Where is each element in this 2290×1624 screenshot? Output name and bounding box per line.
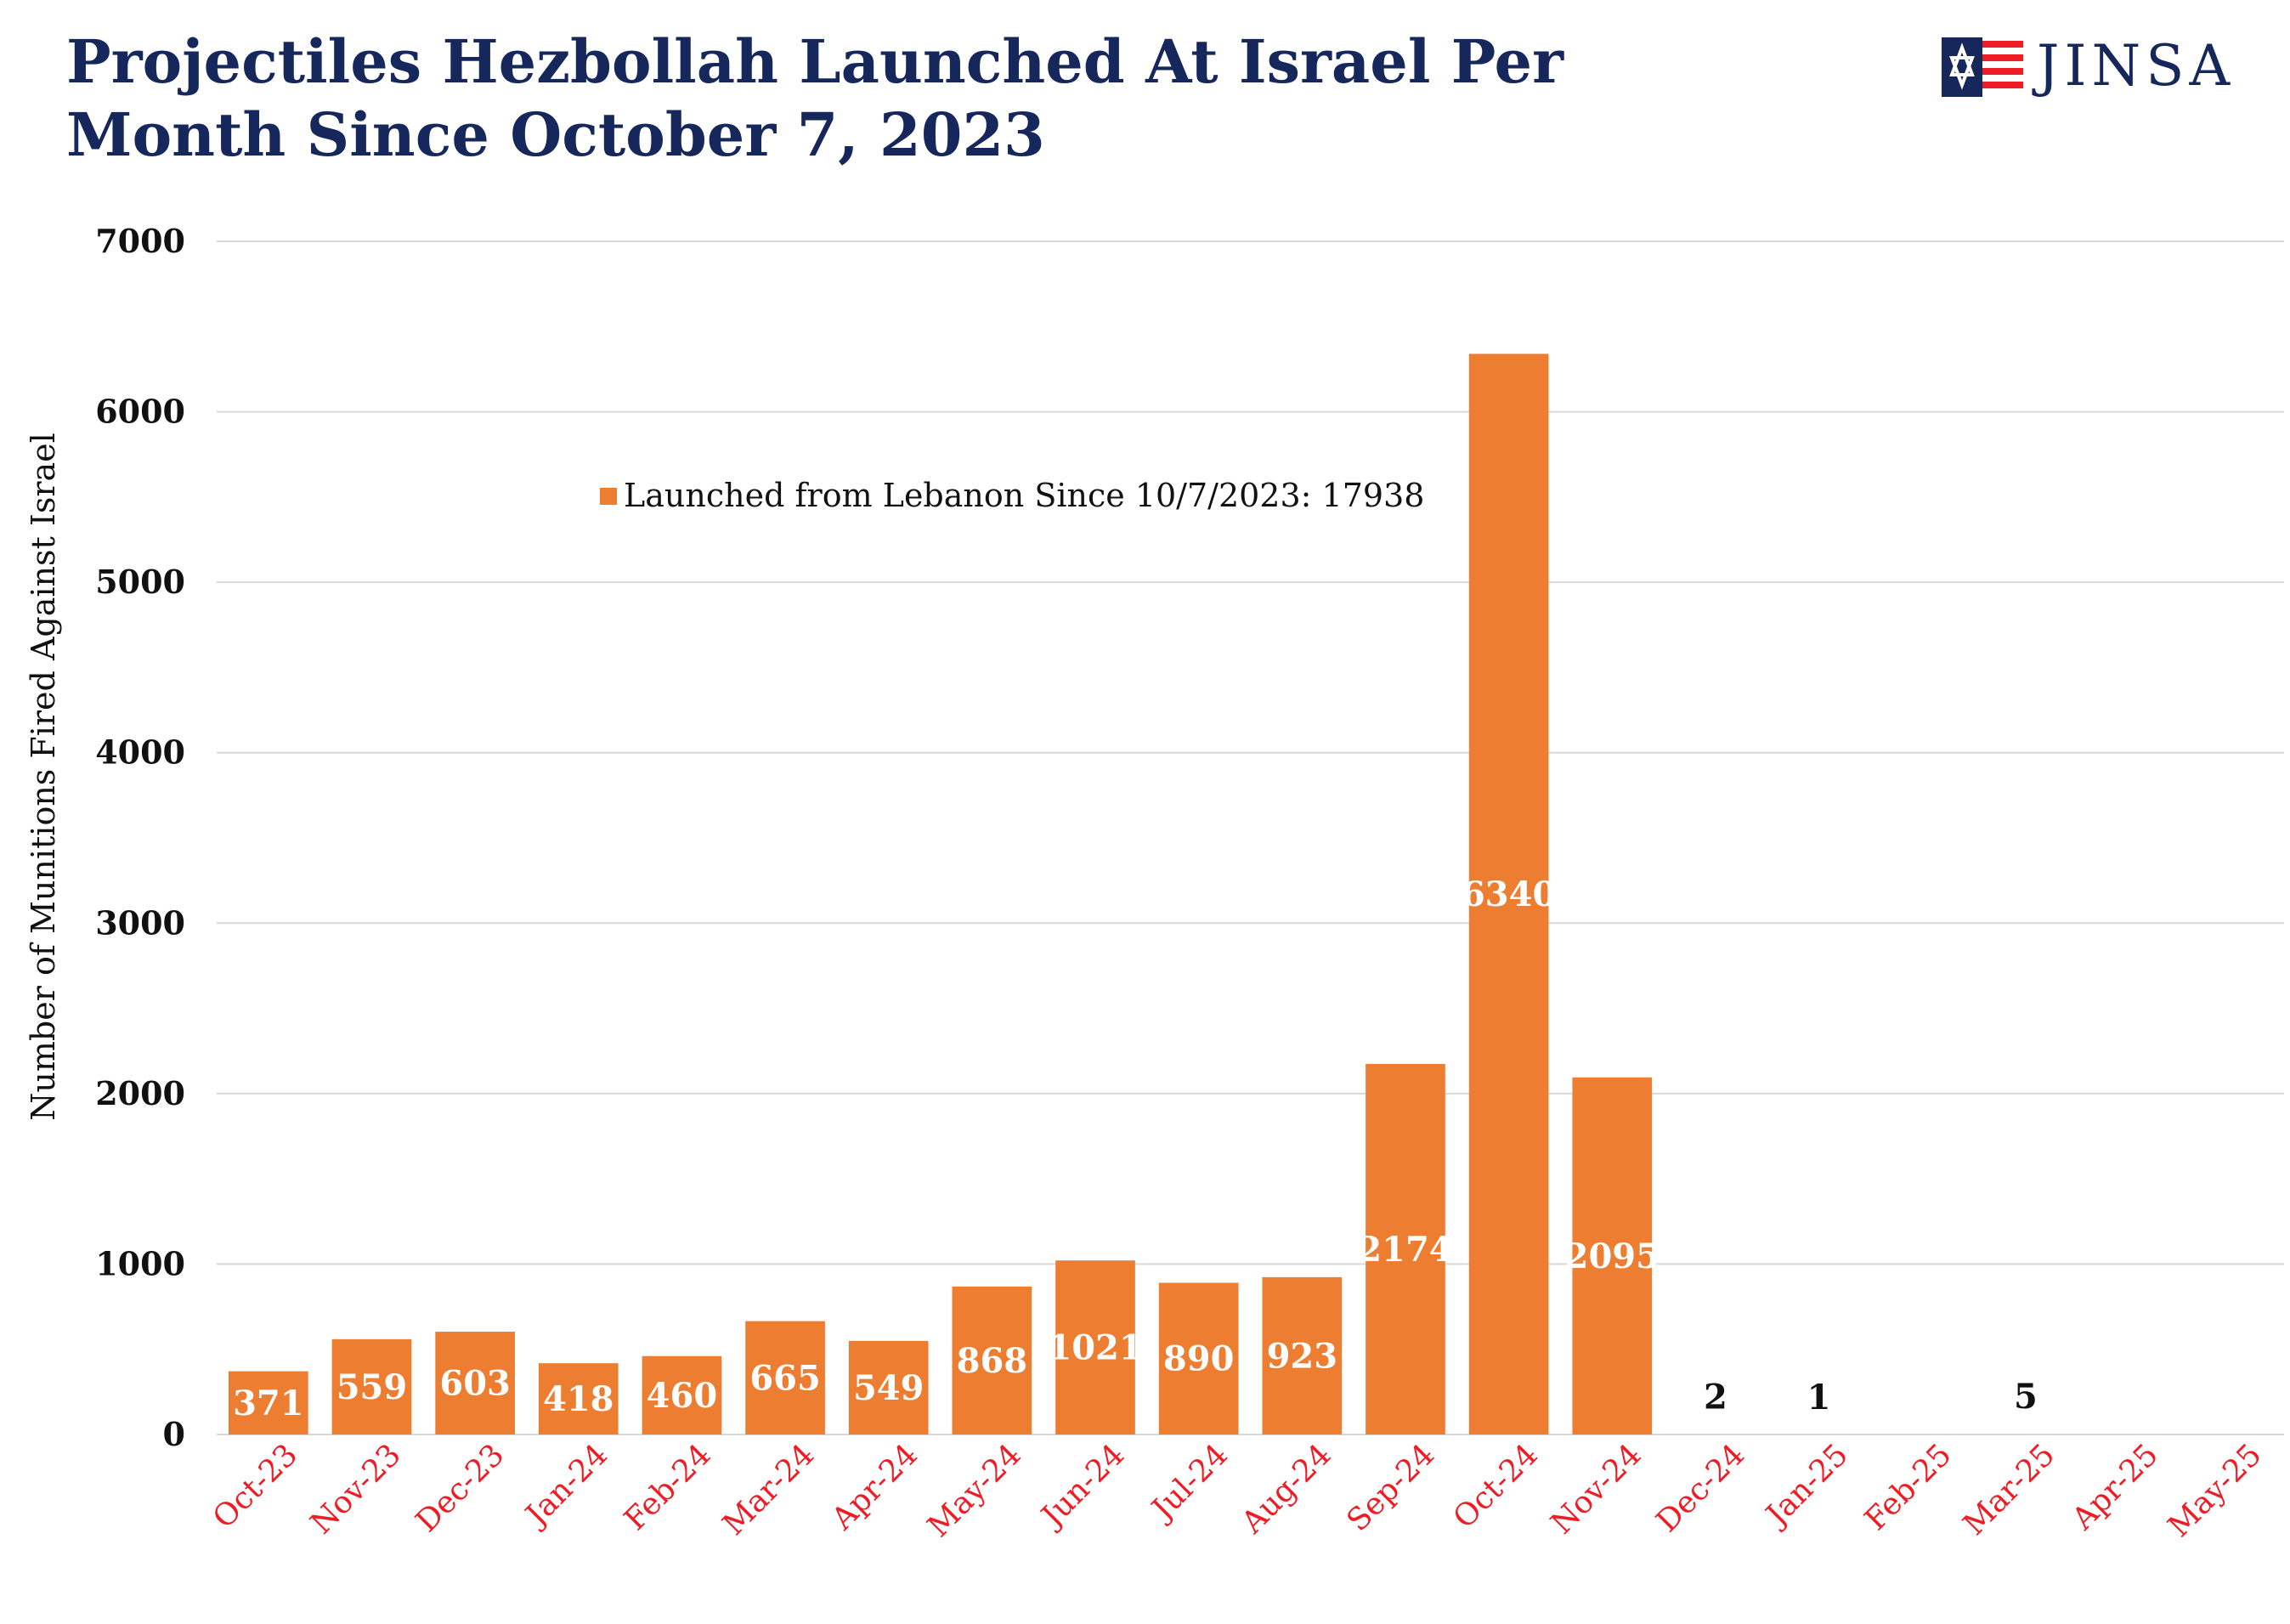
logo-text: JINSA: [2037, 33, 2236, 99]
x-tick-label: Dec-24: [1650, 1437, 1752, 1539]
bar-data-label: 1: [1807, 1378, 1831, 1417]
bar: [538, 1363, 619, 1434]
x-tick-label: Jan-25: [1757, 1437, 1855, 1535]
x-tick-label: Aug-24: [1235, 1437, 1338, 1541]
x-tick-label: Oct-23: [206, 1437, 304, 1535]
bar-data-label: 2095: [1565, 1236, 1660, 1276]
bar: [1366, 1063, 1445, 1434]
bar-data-label: 868: [957, 1341, 1028, 1381]
x-tick-label: Feb-25: [1858, 1437, 1959, 1537]
bar: [1468, 354, 1549, 1434]
y-axis-title: Number of Munitions Fired Against Israel: [25, 433, 62, 1121]
bar-data-label: 549: [853, 1368, 924, 1408]
x-tick-label: Jul-24: [1143, 1437, 1235, 1529]
bar-data-label: 6340: [1462, 874, 1556, 914]
y-tick-label: 2000: [95, 1074, 185, 1112]
y-tick-label: 3000: [95, 903, 185, 942]
bar: [745, 1321, 825, 1434]
bar-data-label: 2: [1704, 1378, 1727, 1417]
y-tick-label: 7000: [95, 222, 185, 260]
y-tick-label: 1000: [95, 1244, 185, 1282]
x-tick-label: Apr-24: [825, 1437, 925, 1537]
bar-data-label: 559: [336, 1367, 408, 1407]
bar: [848, 1340, 929, 1434]
bar-data-labels: 371 559 603 418 460 665 549 868 1021 890 923 2174 63…: [233, 874, 2038, 1423]
bar: [1055, 1260, 1135, 1434]
bar: [952, 1286, 1032, 1434]
legend-label: Launched from Lebanon Since 10/7/2023: 1…: [624, 477, 1424, 514]
x-tick-label: Nov-23: [304, 1437, 408, 1541]
x-tick-label: Oct-24: [1447, 1437, 1545, 1535]
bar: [1262, 1276, 1343, 1434]
bar-data-label: 371: [233, 1384, 304, 1423]
gridlines: [217, 240, 2284, 1435]
legend: Launched from Lebanon Since 10/7/2023: 1…: [600, 477, 1424, 514]
x-tick-label: Nov-24: [1545, 1437, 1648, 1541]
x-tick-label: May-25: [2162, 1437, 2269, 1544]
x-tick-label: Jan-24: [517, 1437, 615, 1535]
x-tick-label: Dec-23: [410, 1437, 512, 1539]
y-axis-ticks: 0 1000 2000 3000 4000 5000 6000 7000: [95, 222, 185, 1453]
jinsa-logo: JINSA: [1942, 32, 2256, 100]
bar-data-label: 603: [439, 1364, 511, 1404]
y-tick-label: 4000: [95, 733, 185, 772]
bar: [435, 1332, 515, 1434]
bar: [228, 1371, 308, 1434]
y-tick-label: 5000: [95, 563, 185, 601]
bar-data-label: 5: [2014, 1377, 2038, 1417]
bars: [228, 354, 1653, 1434]
bar-data-label: 460: [647, 1376, 718, 1416]
bar-data-label: 890: [1163, 1339, 1235, 1379]
x-tick-label: Feb-24: [618, 1437, 718, 1537]
bar-data-label: 1021: [1048, 1328, 1142, 1368]
x-tick-label: Jun-24: [1033, 1437, 1132, 1536]
star-of-david-flag-icon: [1942, 37, 2023, 97]
bar-data-label: 923: [1267, 1336, 1338, 1376]
bar-data-label: 665: [749, 1358, 821, 1398]
x-tick-label: May-24: [921, 1437, 1028, 1544]
bar: [642, 1355, 722, 1434]
bar: [1572, 1077, 1653, 1434]
legend-swatch: [600, 488, 617, 505]
y-tick-label: 0: [163, 1415, 185, 1453]
x-tick-label: Apr-25: [2065, 1437, 2165, 1537]
bar-data-label: 2174: [1358, 1230, 1452, 1270]
x-tick-label: Mar-25: [1957, 1437, 2061, 1542]
x-tick-label: Mar-24: [716, 1437, 821, 1542]
bar: [1158, 1282, 1239, 1434]
x-tick-label: Sep-24: [1341, 1437, 1442, 1538]
bar-data-label: 418: [543, 1379, 614, 1419]
bar: [331, 1338, 412, 1434]
y-tick-label: 6000: [95, 393, 185, 431]
chart-title: Projectiles Hezbollah Launched At Israel…: [66, 26, 1563, 170]
